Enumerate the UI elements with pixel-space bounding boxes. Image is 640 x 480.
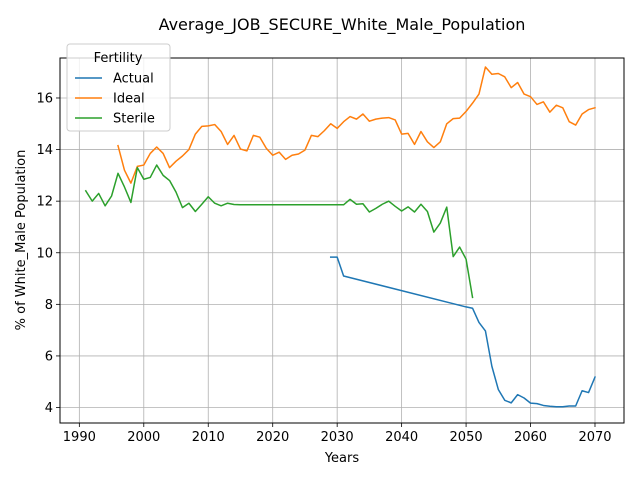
legend-title: Fertility xyxy=(94,51,143,66)
y-tick-label: 12 xyxy=(36,195,53,210)
x-tick-label: 2070 xyxy=(578,430,611,445)
x-tick-label: 2010 xyxy=(192,430,225,445)
y-tick-label: 16 xyxy=(36,91,53,106)
y-tick-label: 4 xyxy=(45,401,53,416)
ticks: 1990 2000 2010 2020 2030 2040 2050 2060 2070 4 6 8 1… xyxy=(36,91,611,445)
y-tick-label: 10 xyxy=(36,246,53,261)
x-tick-label: 2050 xyxy=(450,430,483,445)
legend-label-sterile: Sterile xyxy=(113,112,155,127)
plot-frame xyxy=(59,57,625,424)
x-tick-label: 2000 xyxy=(127,430,160,445)
y-tick-label: 6 xyxy=(45,349,53,364)
x-tick-label: 1990 xyxy=(63,430,96,445)
legend: Fertility Actual Ideal Sterile xyxy=(66,43,171,132)
legend-label-actual: Actual xyxy=(113,72,154,87)
series-layer xyxy=(84,66,596,408)
x-tick-label: 2030 xyxy=(321,430,354,445)
series-line-ideal xyxy=(117,66,596,184)
x-tick-label: 2060 xyxy=(514,430,547,445)
legend-label-ideal: Ideal xyxy=(113,92,145,107)
grid xyxy=(60,58,624,423)
y-tick-label: 8 xyxy=(45,298,53,313)
legend-items: Actual Ideal Sterile xyxy=(75,72,155,127)
chart-title: Average_JOB_SECURE_White_Male_Population xyxy=(159,15,526,35)
x-axis-label: Years xyxy=(324,451,360,466)
series-line-sterile xyxy=(84,164,474,299)
series-line-actual xyxy=(329,256,596,408)
x-tick-label: 2020 xyxy=(256,430,289,445)
y-tick-label: 14 xyxy=(36,143,53,158)
x-tick-label: 2040 xyxy=(385,430,418,445)
legend-box xyxy=(66,43,171,132)
y-axis-label: % of White_Male Population xyxy=(14,150,29,331)
